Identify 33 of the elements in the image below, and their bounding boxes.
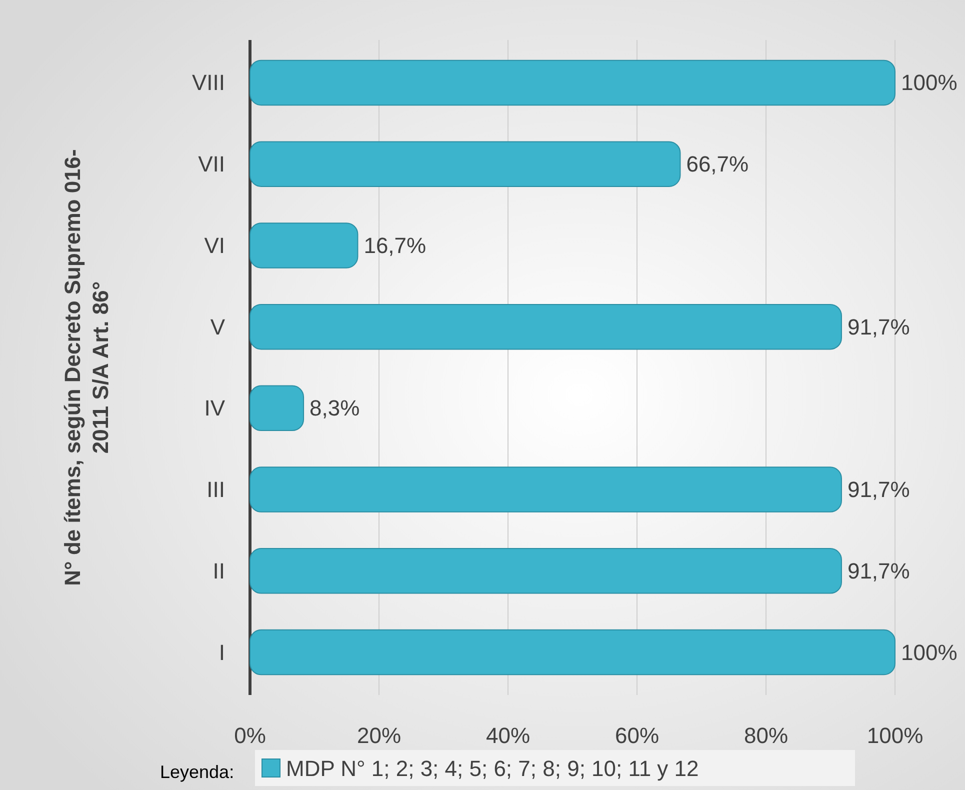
data-label: 100%: [901, 640, 958, 665]
x-tick-label: 0%: [234, 723, 266, 748]
y-axis-title: N° de ítems, según Decreto Supremo 016-2011 S/A Art. 86°: [60, 149, 113, 586]
legend-title: Leyenda:: [160, 762, 234, 782]
bar: [250, 629, 896, 676]
bar: [250, 466, 842, 512]
y-tick-label: VII: [198, 152, 225, 177]
data-label: 91,7%: [847, 558, 910, 584]
data-label: 16,7%: [364, 232, 426, 258]
data-label: 91,7%: [847, 477, 910, 502]
y-tick-label: III: [206, 477, 225, 502]
y-tick-label: VI: [204, 232, 225, 258]
data-label: 8,3%: [310, 396, 360, 421]
x-tick-label: 60%: [614, 723, 660, 748]
x-tick-label: 80%: [744, 723, 788, 748]
bar: [250, 548, 842, 594]
data-label: 91,7%: [847, 314, 910, 340]
bar: [250, 385, 304, 432]
bar: [250, 60, 896, 106]
bar: [250, 141, 681, 187]
y-tick-label: V: [210, 314, 226, 340]
data-label: 66,7%: [686, 152, 749, 177]
y-tick-label: I: [218, 640, 225, 665]
bar: [250, 222, 358, 268]
y-tick-label: II: [212, 558, 225, 584]
x-tick-label: 20%: [356, 723, 402, 748]
bar: [250, 304, 842, 350]
y-tick-label: IV: [204, 396, 226, 421]
legend-label: MDP N° 1; 2; 3; 4; 5; 6; 7; 8; 9; 10; 11 y 12: [286, 756, 699, 781]
y-tick-label: VIII: [192, 70, 225, 96]
x-tick-label: 40%: [486, 723, 530, 748]
data-label: 100%: [901, 70, 958, 96]
x-tick-label: 100%: [866, 723, 924, 748]
